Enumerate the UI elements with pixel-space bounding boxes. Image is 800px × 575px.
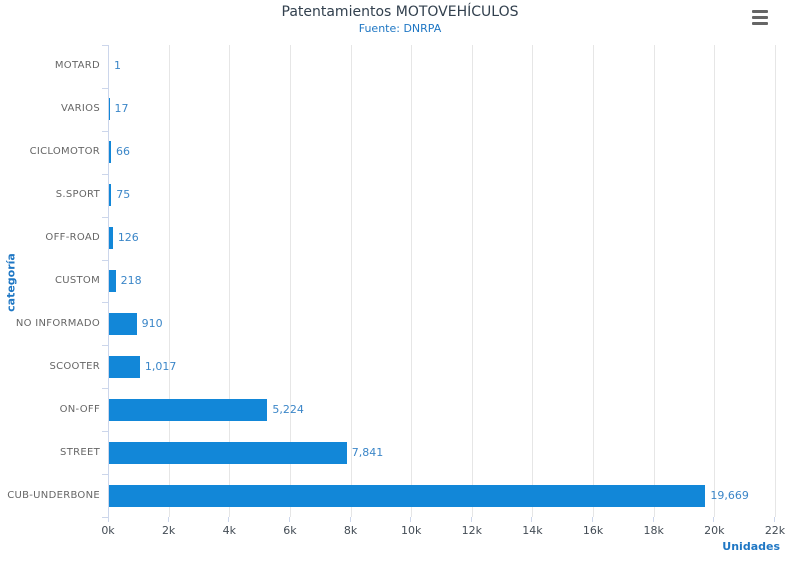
x-axis-tick xyxy=(349,517,351,522)
bar-value-label: 1,017 xyxy=(144,359,177,373)
x-axis-tick-label: 22k xyxy=(764,524,786,537)
category-label: CICLOMOTOR xyxy=(29,146,100,158)
category-label: MOTARD xyxy=(54,60,100,72)
x-axis-tick-label: 0k xyxy=(101,524,115,537)
gridline xyxy=(350,45,352,517)
x-axis-tick xyxy=(774,517,775,522)
chart-title: Patentamientos MOTOVEHÍCULOS xyxy=(281,4,519,20)
bar-scooter[interactable] xyxy=(109,355,140,378)
y-axis-tick xyxy=(102,517,108,518)
gridline xyxy=(471,45,473,517)
chart-subtitle: Fuente: DNRPA xyxy=(358,22,442,35)
x-axis: 0k 2k 4k 6k 8k 10k 12k 14k 16k 18k 20k 22k xyxy=(101,517,785,557)
y-axis-tick xyxy=(102,431,108,432)
gridline xyxy=(168,45,170,517)
x-axis-tick-label: 8k xyxy=(343,524,358,537)
bar-value-label: 218 xyxy=(120,274,142,287)
bar-value-label: 66 xyxy=(116,145,130,159)
bar-value-label: 17 xyxy=(114,102,129,116)
x-axis-tick xyxy=(410,517,412,522)
x-axis-tick xyxy=(531,517,533,522)
category-label: S.SPORT xyxy=(55,189,100,201)
x-axis-tick-label: 16k xyxy=(582,524,604,537)
bar-value-label: 126 xyxy=(117,231,139,245)
x-axis-tick xyxy=(228,517,230,522)
bar-varios[interactable] xyxy=(109,98,110,121)
x-axis-tick xyxy=(652,517,654,522)
category-label: STREET xyxy=(60,446,100,458)
category-label: CUSTOM xyxy=(54,275,100,286)
x-axis-tick-label: 18k xyxy=(643,524,664,537)
y-axis-tick xyxy=(102,345,108,346)
x-axis-tick-label: 14k xyxy=(522,524,543,537)
category-label: SCOOTER xyxy=(49,360,100,372)
x-axis-title: Unidades xyxy=(722,540,780,553)
y-axis-tick xyxy=(102,131,108,132)
x-axis-tick-label: 12k xyxy=(461,524,482,537)
y-axis-tick xyxy=(102,45,108,46)
category-label: ON-OFF xyxy=(59,403,100,415)
bar-value-label: 5,224 xyxy=(272,402,304,416)
y-axis-tick xyxy=(102,302,108,303)
y-axis-tick xyxy=(102,260,108,261)
category-label: CUB-UNDERBONE xyxy=(7,489,100,501)
bar-value-label: 910 xyxy=(141,316,163,330)
x-axis-tick xyxy=(713,517,715,522)
y-axis-tick xyxy=(102,217,108,218)
x-axis-tick xyxy=(167,517,169,522)
hamburger-menu-icon xyxy=(752,9,770,25)
x-axis-tick-label: 2k xyxy=(161,524,176,537)
gridline xyxy=(653,45,655,517)
export-menu-button[interactable] xyxy=(748,6,774,28)
bar-value-label: 7,841 xyxy=(351,445,384,459)
category-label: NO INFORMADO xyxy=(15,317,100,329)
x-axis-tick xyxy=(470,517,472,522)
gridline xyxy=(775,45,776,517)
gridline xyxy=(532,45,534,517)
y-axis-labels: MOTARD VARIOS CICLOMOTOR S.SPORT OFF-ROAD CUS… xyxy=(0,45,100,517)
x-axis-tick-label: 10k xyxy=(400,524,422,537)
bar-off-road[interactable] xyxy=(109,227,113,250)
bar-value-label: 75 xyxy=(116,188,131,202)
y-axis-tick xyxy=(102,474,108,475)
x-axis-tick xyxy=(108,517,109,522)
bar-value-label: 19,669 xyxy=(710,488,749,502)
bar-cub-underbone[interactable] xyxy=(109,484,706,507)
bar-custom[interactable] xyxy=(109,270,116,292)
bar-value-label: 1 xyxy=(114,59,122,73)
y-axis-tick xyxy=(102,88,108,89)
x-axis-tick xyxy=(592,517,594,522)
bar-ciclomotor[interactable] xyxy=(109,141,111,164)
bar-no-informado[interactable] xyxy=(109,312,137,335)
bar-on-off[interactable] xyxy=(109,398,268,421)
gridline xyxy=(289,45,291,517)
gridline xyxy=(229,45,231,517)
y-axis-tick xyxy=(102,388,108,389)
x-axis-tick-label: 20k xyxy=(704,524,725,537)
gridline xyxy=(593,45,595,517)
bar-street[interactable] xyxy=(109,441,347,464)
gridline xyxy=(411,45,413,517)
plot-area: 1 17 66 75 126 218 910 1,017 5,224 7,841 19,669 xyxy=(102,45,776,518)
x-axis-tick-label: 4k xyxy=(222,524,236,537)
bar-s-sport[interactable] xyxy=(109,184,112,207)
x-axis-tick-label: 6k xyxy=(283,524,297,537)
x-axis-tick xyxy=(288,517,290,522)
category-label: VARIOS xyxy=(61,103,100,115)
y-axis-tick xyxy=(102,174,108,175)
gridline xyxy=(714,45,716,517)
category-label: OFF-ROAD xyxy=(45,232,100,244)
